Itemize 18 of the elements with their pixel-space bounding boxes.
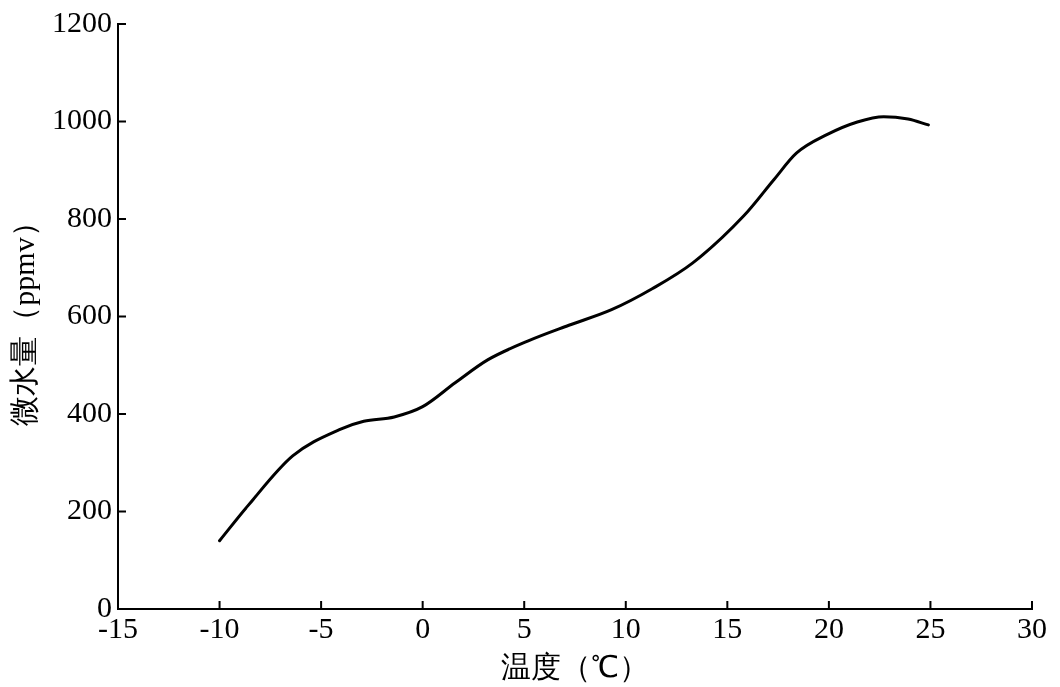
x-tick-label: 5 — [516, 610, 532, 644]
x-tick-label: -10 — [199, 610, 240, 644]
x-tick-label: 15 — [712, 610, 743, 644]
x-tick-label: 0 — [415, 610, 431, 644]
y-tick-label: 400 — [67, 394, 112, 428]
x-axis-title: 温度（℃） — [501, 649, 649, 683]
y-axis-title: 微水量（ppmv） — [6, 207, 40, 426]
y-tick-label: 1000 — [52, 102, 112, 136]
x-tick-label: 20 — [813, 610, 844, 644]
x-tick-label: 30 — [1017, 610, 1047, 644]
x-tick-label: 10 — [610, 610, 641, 644]
x-tick-label: -5 — [308, 610, 334, 644]
y-tick-label: 600 — [67, 297, 112, 331]
y-tick-label: 800 — [67, 199, 112, 233]
line-series — [218, 115, 930, 543]
x-tick-label: 25 — [915, 610, 946, 644]
y-tick-label: 1200 — [52, 4, 112, 38]
y-tick-label: 200 — [67, 492, 112, 526]
